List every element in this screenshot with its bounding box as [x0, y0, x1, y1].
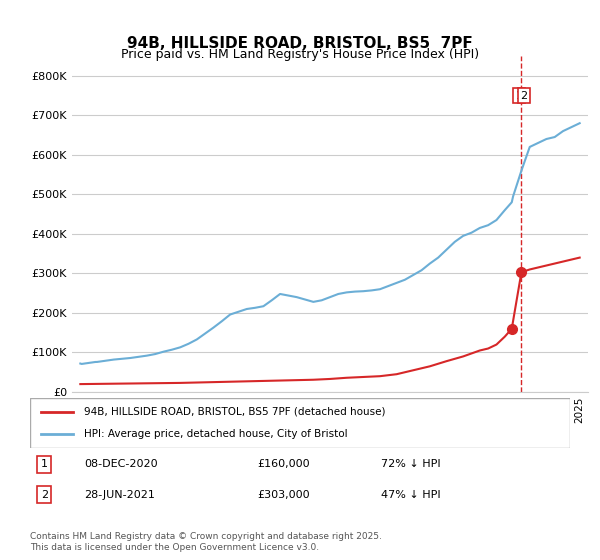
- Text: Price paid vs. HM Land Registry's House Price Index (HPI): Price paid vs. HM Land Registry's House …: [121, 48, 479, 60]
- Text: 08-DEC-2020: 08-DEC-2020: [84, 459, 158, 469]
- Text: 28-JUN-2021: 28-JUN-2021: [84, 489, 155, 500]
- Text: 47% ↓ HPI: 47% ↓ HPI: [381, 489, 440, 500]
- FancyBboxPatch shape: [30, 398, 570, 448]
- Text: £303,000: £303,000: [257, 489, 310, 500]
- Text: £160,000: £160,000: [257, 459, 310, 469]
- Text: 94B, HILLSIDE ROAD, BRISTOL, BS5  7PF: 94B, HILLSIDE ROAD, BRISTOL, BS5 7PF: [127, 36, 473, 52]
- Text: HPI: Average price, detached house, City of Bristol: HPI: Average price, detached house, City…: [84, 429, 347, 439]
- Text: Contains HM Land Registry data © Crown copyright and database right 2025.
This d: Contains HM Land Registry data © Crown c…: [30, 532, 382, 552]
- Text: 2: 2: [41, 489, 48, 500]
- Text: 94B, HILLSIDE ROAD, BRISTOL, BS5 7PF (detached house): 94B, HILLSIDE ROAD, BRISTOL, BS5 7PF (de…: [84, 407, 386, 417]
- Text: 72% ↓ HPI: 72% ↓ HPI: [381, 459, 440, 469]
- Text: 1: 1: [41, 459, 48, 469]
- Text: 1: 1: [515, 91, 523, 101]
- Text: 2: 2: [520, 91, 527, 101]
